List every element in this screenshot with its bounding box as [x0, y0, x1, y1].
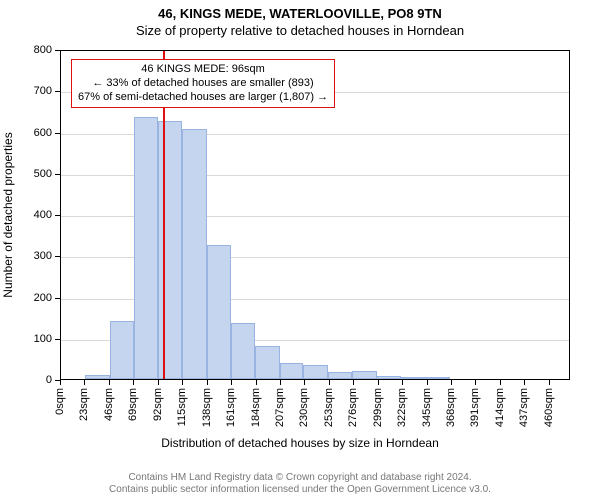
x-tick-label: 253sqm	[323, 388, 335, 427]
x-tick-label: 161sqm	[225, 388, 237, 427]
histogram-bar	[377, 376, 401, 379]
x-tick-label: 437sqm	[518, 388, 530, 427]
histogram-bar	[425, 377, 449, 379]
x-tick-label: 299sqm	[372, 388, 384, 427]
y-tick-label: 300	[0, 250, 52, 262]
histogram-bar	[303, 365, 327, 379]
x-tick-label: 391sqm	[469, 388, 481, 427]
x-tick-label: 138sqm	[201, 388, 213, 427]
chart-container: Number of detached properties 0100200300…	[0, 40, 600, 450]
histogram-bar	[207, 245, 231, 379]
histogram-bar	[182, 129, 206, 379]
x-tick-label: 46sqm	[103, 388, 115, 421]
footer-line-1: Contains HM Land Registry data © Crown c…	[0, 472, 600, 484]
y-tick-label: 600	[0, 127, 52, 139]
x-tick-label: 207sqm	[274, 388, 286, 427]
plot-area: 46 KINGS MEDE: 96sqm← 33% of detached ho…	[60, 50, 570, 380]
histogram-bar	[255, 346, 279, 379]
x-tick-label: 69sqm	[127, 388, 139, 421]
annotation-line: 46 KINGS MEDE: 96sqm	[78, 63, 328, 77]
histogram-bar	[401, 377, 425, 379]
histogram-bar	[352, 371, 376, 379]
x-tick-label: 184sqm	[250, 388, 262, 427]
y-tick-label: 100	[0, 333, 52, 345]
histogram-bar	[85, 375, 109, 379]
x-axis-label: Distribution of detached houses by size …	[0, 436, 600, 450]
x-tick-label: 345sqm	[421, 388, 433, 427]
y-tick-label: 0	[0, 374, 52, 386]
histogram-bar	[110, 321, 134, 379]
y-tick-label: 700	[0, 85, 52, 97]
footer-line-2: Contains public sector information licen…	[0, 484, 600, 496]
annotation-line: ← 33% of detached houses are smaller (89…	[78, 77, 328, 91]
header-address: 46, KINGS MEDE, WATERLOOVILLE, PO8 9TN	[0, 6, 600, 21]
histogram-bar	[134, 117, 157, 379]
x-tick-label: 0sqm	[54, 388, 66, 415]
x-tick-label: 115sqm	[176, 388, 188, 426]
y-tick-label: 400	[0, 209, 52, 221]
histogram-bar	[280, 363, 303, 380]
x-tick-label: 276sqm	[347, 388, 359, 427]
histogram-bar	[158, 121, 182, 379]
x-tick-label: 92sqm	[152, 388, 164, 421]
x-tick-label: 368sqm	[445, 388, 457, 427]
chart-header: 46, KINGS MEDE, WATERLOOVILLE, PO8 9TN S…	[0, 0, 600, 38]
y-tick-label: 500	[0, 168, 52, 180]
x-tick-label: 230sqm	[298, 388, 310, 427]
x-tick-label: 322sqm	[396, 388, 408, 427]
header-subtitle: Size of property relative to detached ho…	[0, 23, 600, 38]
histogram-bar	[231, 323, 255, 379]
histogram-bar	[328, 372, 352, 379]
x-tick-label: 414sqm	[494, 388, 506, 427]
y-tick-label: 800	[0, 44, 52, 56]
annotation-line: 67% of semi-detached houses are larger (…	[78, 91, 328, 105]
x-tick-label: 460sqm	[543, 388, 555, 427]
y-tick-label: 200	[0, 292, 52, 304]
attribution-footer: Contains HM Land Registry data © Crown c…	[0, 472, 600, 496]
x-tick-label: 23sqm	[78, 388, 90, 421]
property-annotation: 46 KINGS MEDE: 96sqm← 33% of detached ho…	[71, 59, 335, 108]
